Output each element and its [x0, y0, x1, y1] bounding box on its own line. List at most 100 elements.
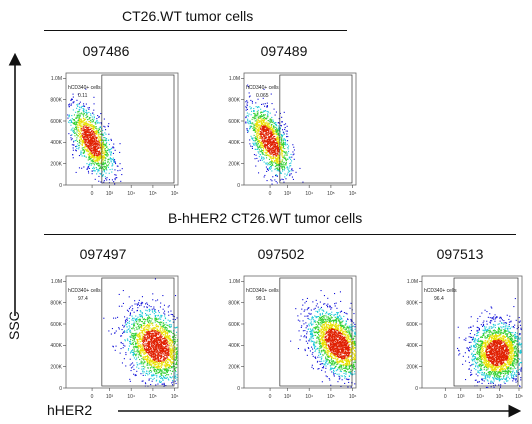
event-dot — [272, 151, 274, 153]
event-dot — [148, 370, 150, 372]
event-dot — [82, 147, 84, 149]
event-dot — [261, 125, 263, 127]
event-dot — [262, 125, 264, 127]
event-dot — [256, 142, 258, 144]
event-dot — [153, 374, 155, 376]
event-dot — [100, 166, 102, 168]
event-dot — [81, 105, 83, 107]
event-dot — [266, 150, 268, 152]
event-dot — [154, 374, 156, 376]
event-dot — [254, 148, 256, 150]
event-dot — [135, 359, 137, 361]
event-dot — [254, 158, 256, 160]
event-dot — [100, 162, 102, 164]
event-dot — [154, 360, 156, 362]
event-dot — [154, 360, 156, 362]
event-dot — [156, 337, 158, 339]
event-dot — [170, 362, 172, 364]
event-dot — [160, 324, 162, 326]
event-dot — [132, 335, 134, 337]
event-dot — [105, 166, 107, 168]
event-dot — [147, 343, 149, 345]
event-dot — [93, 164, 95, 166]
x-tick-label: 10⁴ — [127, 191, 135, 197]
event-dot — [257, 132, 259, 134]
event-dot — [323, 346, 325, 348]
event-dot — [271, 132, 273, 134]
event-dot — [90, 137, 92, 139]
event-dot — [87, 167, 89, 169]
event-dot — [260, 132, 262, 134]
event-dot — [78, 103, 80, 105]
event-dot — [174, 353, 176, 355]
event-dot — [86, 130, 88, 132]
event-dot — [73, 101, 75, 103]
event-dot — [155, 344, 157, 346]
event-dot — [321, 381, 323, 383]
event-dot — [155, 369, 157, 371]
event-dot — [256, 133, 258, 135]
event-dot — [98, 143, 100, 145]
event-dot — [170, 354, 172, 356]
event-dot — [96, 151, 98, 153]
y-tick-label: 200K — [50, 161, 62, 167]
event-dot — [138, 325, 140, 327]
event-dot — [95, 123, 97, 125]
event-dot — [140, 321, 142, 323]
event-dot — [266, 110, 268, 112]
event-dot — [266, 162, 268, 164]
event-dot — [139, 333, 141, 335]
event-dot — [153, 329, 155, 331]
event-dot — [265, 162, 267, 164]
event-dot — [140, 302, 142, 304]
event-dot — [122, 290, 124, 292]
event-dot — [175, 351, 177, 353]
event-dot — [92, 140, 94, 142]
event-dot — [159, 352, 161, 354]
event-dot — [169, 347, 171, 349]
event-dot — [94, 144, 96, 146]
event-dot — [76, 127, 78, 129]
event-dot — [146, 320, 148, 322]
event-dot — [72, 122, 74, 124]
event-dot — [172, 349, 174, 351]
event-dot — [166, 354, 168, 356]
event-dot — [153, 349, 155, 351]
event-dot — [110, 148, 112, 150]
event-dot — [285, 143, 287, 145]
event-dot — [277, 132, 279, 134]
event-dot — [103, 168, 105, 170]
event-dot — [164, 350, 166, 352]
event-dot — [266, 115, 268, 117]
event-dot — [136, 342, 138, 344]
event-dot — [144, 345, 146, 347]
event-dot — [274, 123, 276, 125]
event-dot — [288, 150, 290, 152]
event-dot — [140, 354, 142, 356]
event-dot — [73, 114, 75, 116]
event-dot — [274, 153, 276, 155]
event-dot — [290, 153, 292, 155]
event-dot — [148, 362, 150, 364]
event-dot — [160, 355, 162, 357]
event-dot — [269, 167, 271, 169]
event-dot — [147, 348, 149, 350]
event-dot — [267, 134, 269, 136]
event-dot — [162, 295, 164, 297]
event-dot — [255, 124, 257, 126]
event-dot — [282, 164, 284, 166]
event-dot — [169, 360, 171, 362]
event-dot — [78, 116, 80, 118]
event-dot — [263, 139, 265, 141]
event-dot — [285, 178, 287, 180]
event-dot — [155, 357, 157, 359]
event-dot — [271, 135, 273, 137]
event-dot — [136, 334, 138, 336]
event-dot — [94, 151, 96, 153]
event-dot — [267, 120, 269, 122]
event-dot — [167, 361, 169, 363]
event-dot — [276, 140, 278, 142]
event-dot — [163, 383, 165, 385]
event-dot — [93, 126, 95, 128]
event-dot — [162, 379, 164, 381]
